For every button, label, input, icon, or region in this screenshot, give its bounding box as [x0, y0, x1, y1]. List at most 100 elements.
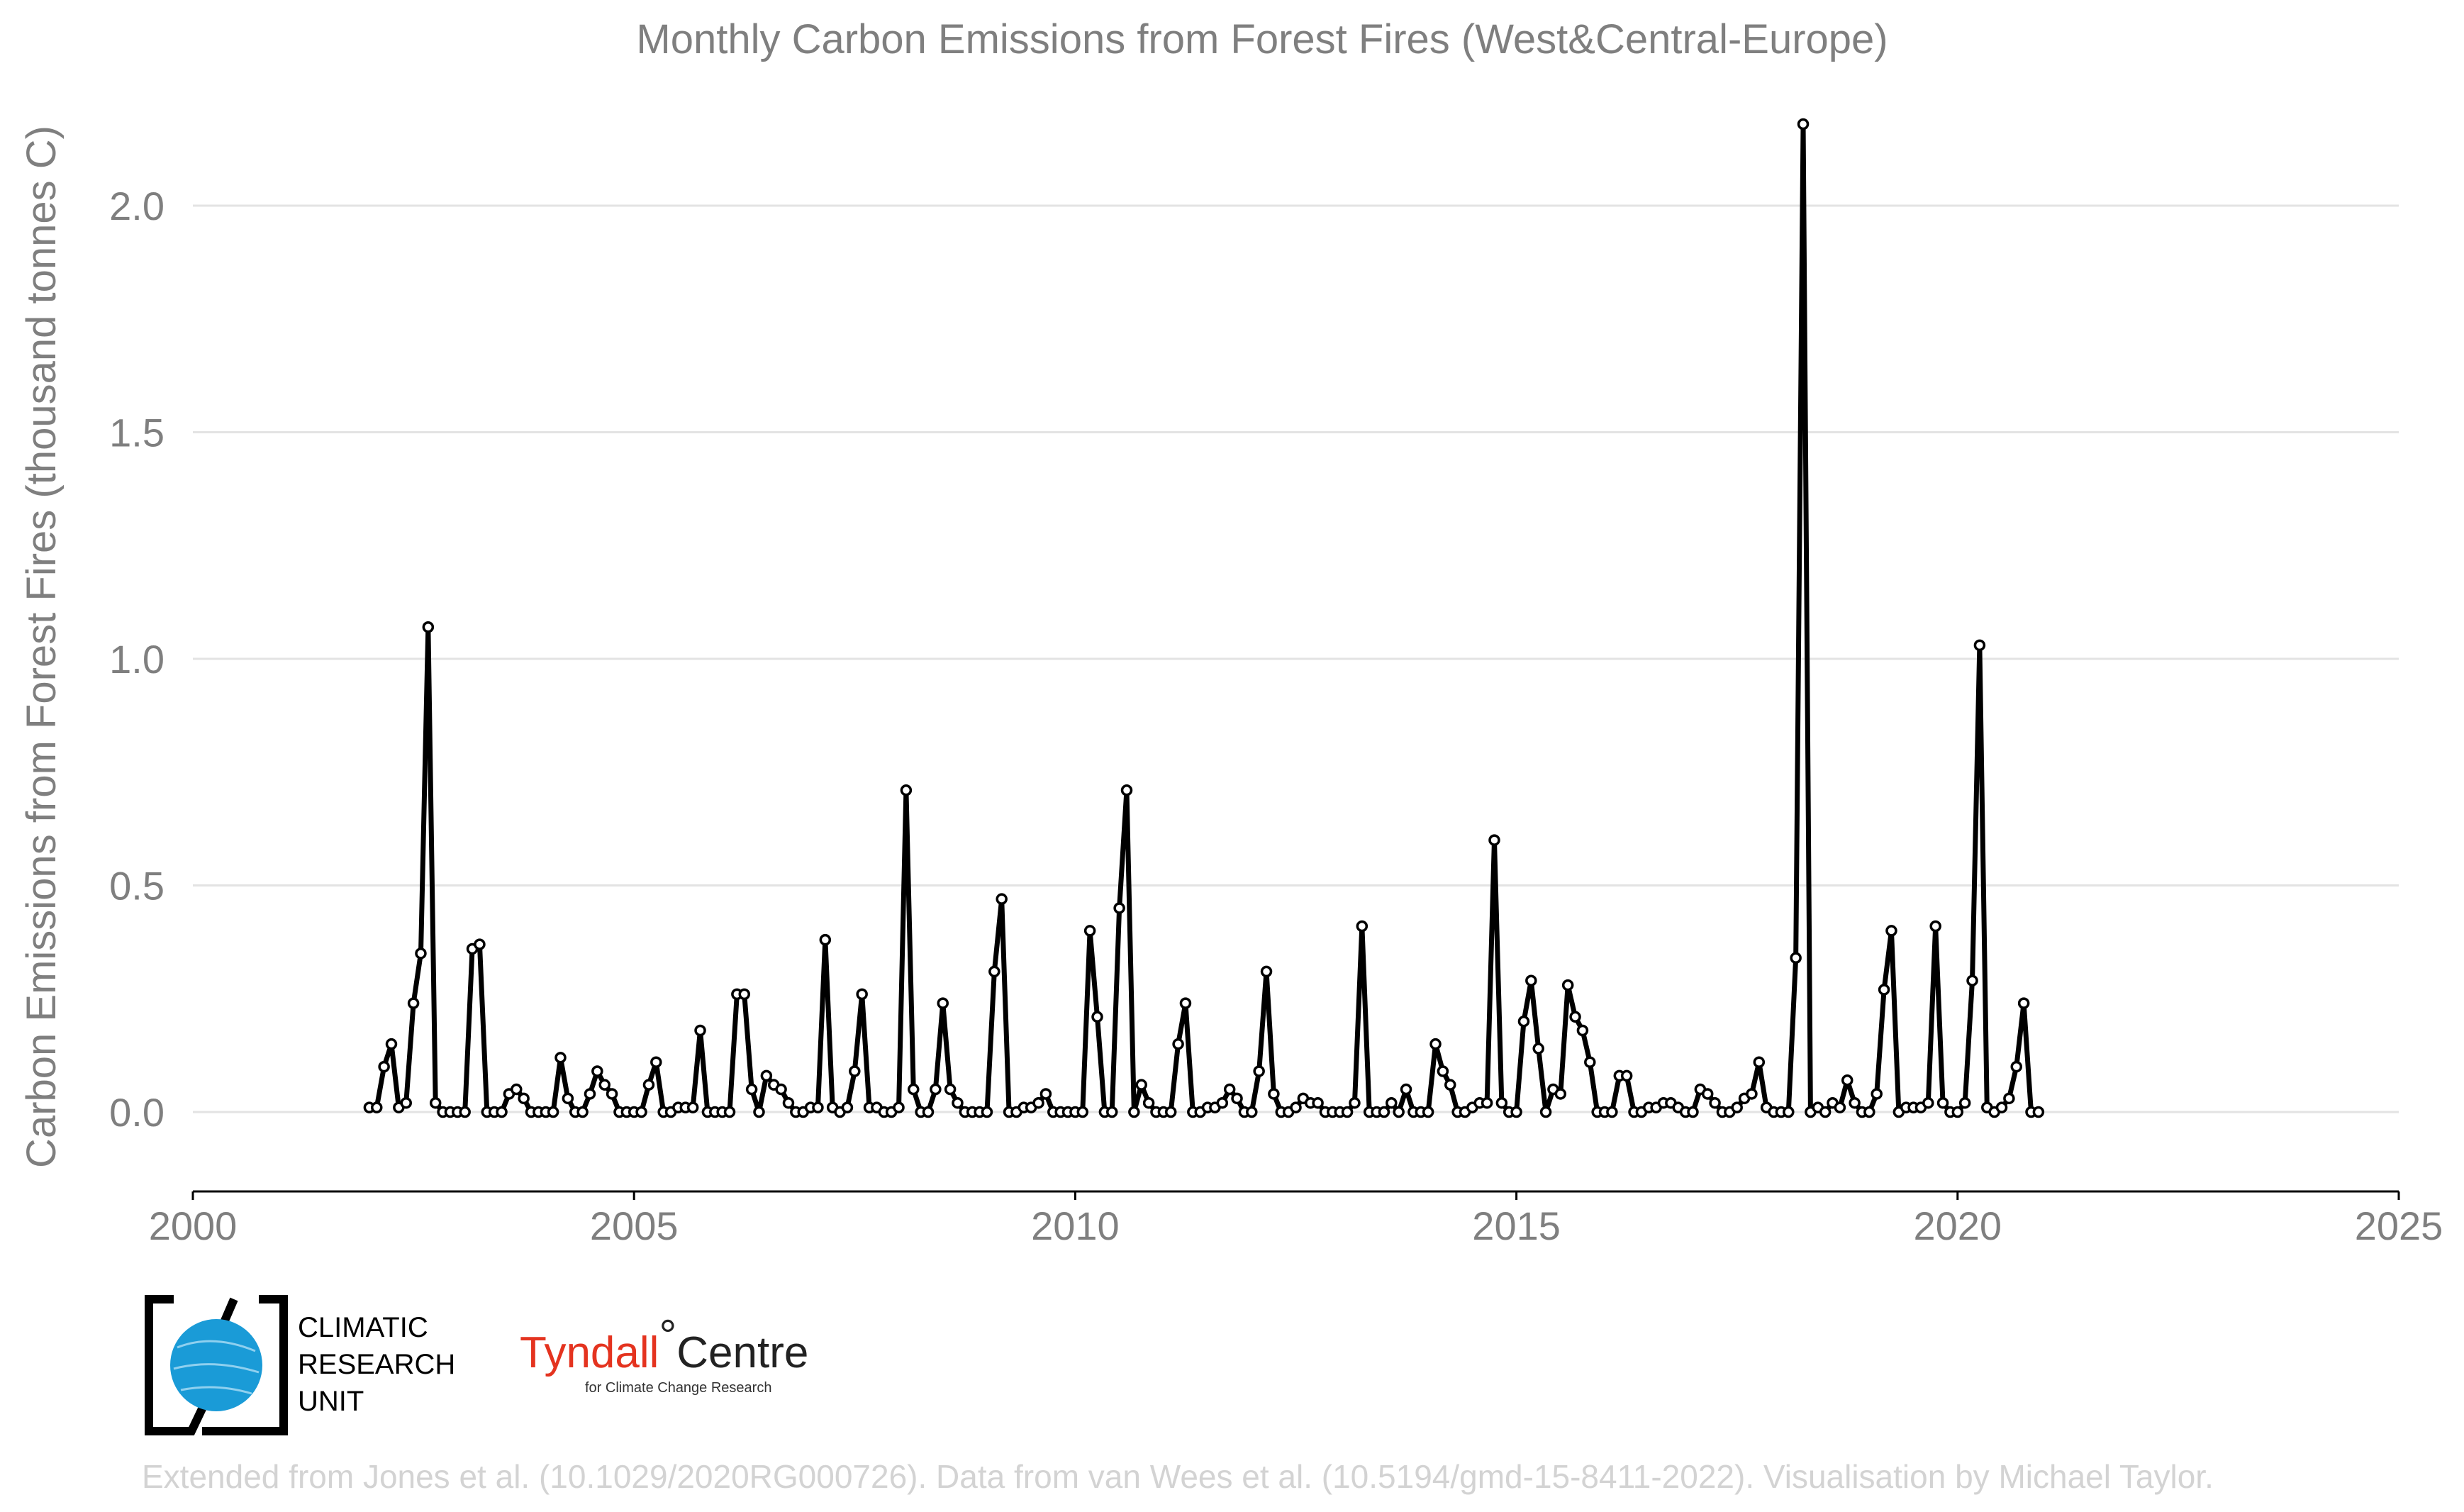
x-tick-label: 2010: [1031, 1204, 1120, 1248]
x-tick-label: 2005: [590, 1204, 679, 1248]
data-point: [1481, 1096, 1493, 1109]
data-point: [576, 1106, 589, 1118]
data-point: [474, 938, 486, 950]
data-point: [1569, 1011, 1581, 1023]
y-tick-label: 2.0: [109, 184, 165, 228]
y-tick-label: 1.0: [109, 637, 165, 682]
data-point: [1164, 1106, 1177, 1118]
data-point: [1231, 1092, 1243, 1105]
data-point: [1606, 1106, 1618, 1118]
chart-title: Monthly Carbon Emissions from Forest Fir…: [636, 16, 1888, 62]
data-point: [1841, 1074, 1853, 1086]
data-point: [598, 1079, 611, 1091]
y-tick-labels: 0.0 0.5 1.0 1.5 2.0: [109, 184, 165, 1135]
data-point: [1032, 1096, 1044, 1109]
y-tick-label: 1.5: [109, 411, 165, 455]
data-point: [371, 1101, 383, 1113]
data-point: [2003, 1092, 2015, 1105]
data-point: [738, 988, 750, 1001]
tyndall-subtitle: for Climate Change Research: [585, 1380, 771, 1396]
data-point: [1709, 1096, 1721, 1109]
data-point: [1973, 639, 1986, 652]
data-point: [996, 893, 1008, 905]
data-point: [1223, 1083, 1236, 1096]
data-point: [1246, 1106, 1258, 1118]
data-point: [1106, 1106, 1118, 1118]
data-point: [1268, 1088, 1280, 1100]
data-point: [1216, 1096, 1229, 1109]
data-point: [1687, 1106, 1699, 1118]
data-point: [400, 1096, 412, 1109]
data-point: [1620, 1069, 1633, 1082]
data-point: [496, 1106, 508, 1118]
cru-logo-line-3: UNIT: [298, 1386, 364, 1417]
data-point: [1922, 1096, 1934, 1109]
data-point: [518, 1092, 530, 1105]
x-tick-label: 2020: [1914, 1204, 2002, 1248]
x-tick-label: 2000: [149, 1204, 238, 1248]
data-point: [1871, 1088, 1883, 1100]
data-point: [922, 1106, 935, 1118]
data-point: [1797, 118, 1810, 130]
data-point: [1584, 1056, 1596, 1068]
data-point: [1885, 925, 1897, 937]
data-point: [1444, 1079, 1456, 1091]
tyndall-logo: Tyndall°Centre for Climate Change Resear…: [520, 1311, 808, 1396]
data-point: [1091, 1011, 1103, 1023]
data-point: [1386, 1096, 1398, 1109]
data-point: [1783, 1106, 1795, 1118]
gridlines: [193, 204, 2399, 1113]
data-point: [1863, 1106, 1875, 1118]
data-point: [1576, 1024, 1589, 1037]
data-point: [1495, 1096, 1508, 1109]
data-point: [606, 1088, 618, 1100]
data-point: [981, 1106, 993, 1118]
data-point: [1525, 974, 1537, 986]
data-point: [1951, 1106, 1964, 1118]
data-point: [849, 1065, 861, 1077]
data-point: [422, 621, 435, 633]
data-point: [812, 1101, 824, 1113]
cru-logo-line-1: CLIMATIC: [298, 1312, 428, 1343]
data-point: [1437, 1065, 1449, 1077]
y-tick-label: 0.5: [109, 864, 165, 908]
data-point: [1532, 1043, 1544, 1055]
cru-logo: CLIMATIC RESEARCH UNIT: [145, 1295, 455, 1435]
data-point: [584, 1088, 596, 1100]
data-point: [1400, 1083, 1412, 1096]
data-point: [650, 1056, 662, 1068]
data-point: [2010, 1060, 2023, 1073]
data-point: [635, 1106, 647, 1118]
data-point: [2017, 997, 2030, 1009]
series-line: [369, 121, 2039, 1115]
data-point: [1349, 1096, 1361, 1109]
data-point: [1561, 979, 1574, 991]
data-point: [908, 1083, 920, 1096]
globe-lines: [173, 1340, 260, 1395]
data-point: [378, 1060, 390, 1073]
series-emissions: [363, 118, 2045, 1118]
data-point: [1083, 925, 1096, 937]
data-point: [385, 1038, 398, 1050]
data-point: [1393, 1106, 1405, 1118]
data-point: [1120, 784, 1133, 796]
data-point: [1172, 1038, 1184, 1050]
data-point: [1179, 997, 1192, 1009]
cru-logo-bracket-right: [202, 1295, 288, 1435]
data-point: [944, 1083, 957, 1096]
data-point: [1878, 984, 1890, 996]
data-point: [1422, 1106, 1434, 1118]
data-point: [1790, 952, 1802, 964]
data-point: [1958, 1096, 1971, 1109]
y-axis-label: Carbon Emissions from Forest Fires (thou…: [18, 126, 65, 1168]
data-point: [1966, 974, 1978, 986]
data-point: [1290, 1101, 1302, 1113]
data-point: [1753, 1056, 1766, 1068]
data-point: [900, 784, 913, 796]
data-point: [745, 1083, 758, 1096]
data-point: [988, 965, 1000, 978]
data-point: [1995, 1101, 2008, 1113]
data-point: [1039, 1088, 1052, 1100]
data-point: [1378, 1106, 1390, 1118]
